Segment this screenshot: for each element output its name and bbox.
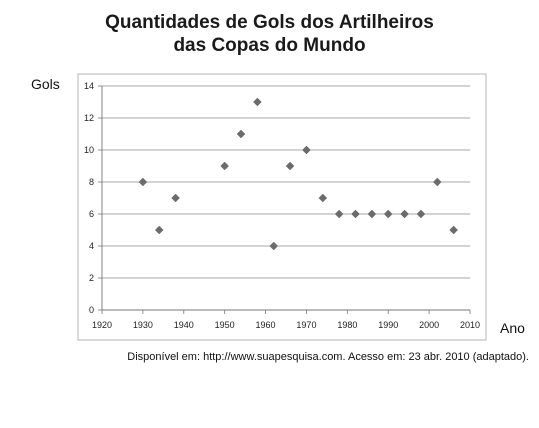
x-tick-label: 2010 xyxy=(460,320,480,330)
gridlines xyxy=(102,85,470,279)
data-point xyxy=(416,209,426,219)
y-tick-label: 8 xyxy=(89,177,94,187)
x-tick-label: 1980 xyxy=(337,320,357,330)
data-point xyxy=(318,193,328,203)
data-point xyxy=(334,209,344,219)
y-tick-labels: 0 2 4 6 8 10 12 14 xyxy=(84,81,94,315)
chart-title-line1: Quantidades de Gols dos Artilheiros xyxy=(105,12,434,33)
x-tick-label: 1950 xyxy=(215,320,235,330)
x-tick-label: 1930 xyxy=(133,320,153,330)
x-tick-label: 1960 xyxy=(256,320,276,330)
y-tick-label: 0 xyxy=(89,305,94,315)
x-tick-label: 1940 xyxy=(174,320,194,330)
y-tick-label: 4 xyxy=(89,241,94,251)
data-point xyxy=(383,209,393,219)
x-axis-label: Ano xyxy=(500,320,525,336)
data-point xyxy=(154,225,164,235)
y-axis-label: Gols xyxy=(31,76,60,92)
data-point xyxy=(236,129,246,139)
data-point xyxy=(351,209,360,219)
data-point xyxy=(400,209,409,219)
axes xyxy=(98,85,471,314)
data-point xyxy=(253,97,262,107)
x-tick-label: 1990 xyxy=(378,320,398,330)
x-tick-label: 1920 xyxy=(92,320,112,330)
y-tick-label: 6 xyxy=(89,209,94,219)
y-tick-label: 10 xyxy=(84,145,94,155)
chart-frame xyxy=(77,73,487,341)
y-tick-label: 12 xyxy=(84,113,94,123)
y-tick-label: 2 xyxy=(89,273,94,283)
data-point xyxy=(269,241,279,251)
data-points xyxy=(138,97,458,251)
data-point xyxy=(432,177,442,187)
data-point xyxy=(285,161,295,171)
data-point xyxy=(302,145,311,155)
data-point xyxy=(449,225,458,235)
data-point xyxy=(367,209,377,219)
chart-title-line2: das Copas do Mundo xyxy=(173,35,366,56)
x-tick-labels: 1920 1930 1940 1950 1960 1970 1980 1990 2000 2010 xyxy=(92,320,480,330)
x-tick-label: 2000 xyxy=(419,320,439,330)
data-point xyxy=(138,177,148,187)
y-tick-label: 14 xyxy=(84,81,94,91)
x-tick-label: 1970 xyxy=(296,320,316,330)
data-point xyxy=(171,193,180,203)
data-point xyxy=(220,161,230,171)
source-note: Disponível em: http://www.suapesquisa.co… xyxy=(127,351,529,363)
